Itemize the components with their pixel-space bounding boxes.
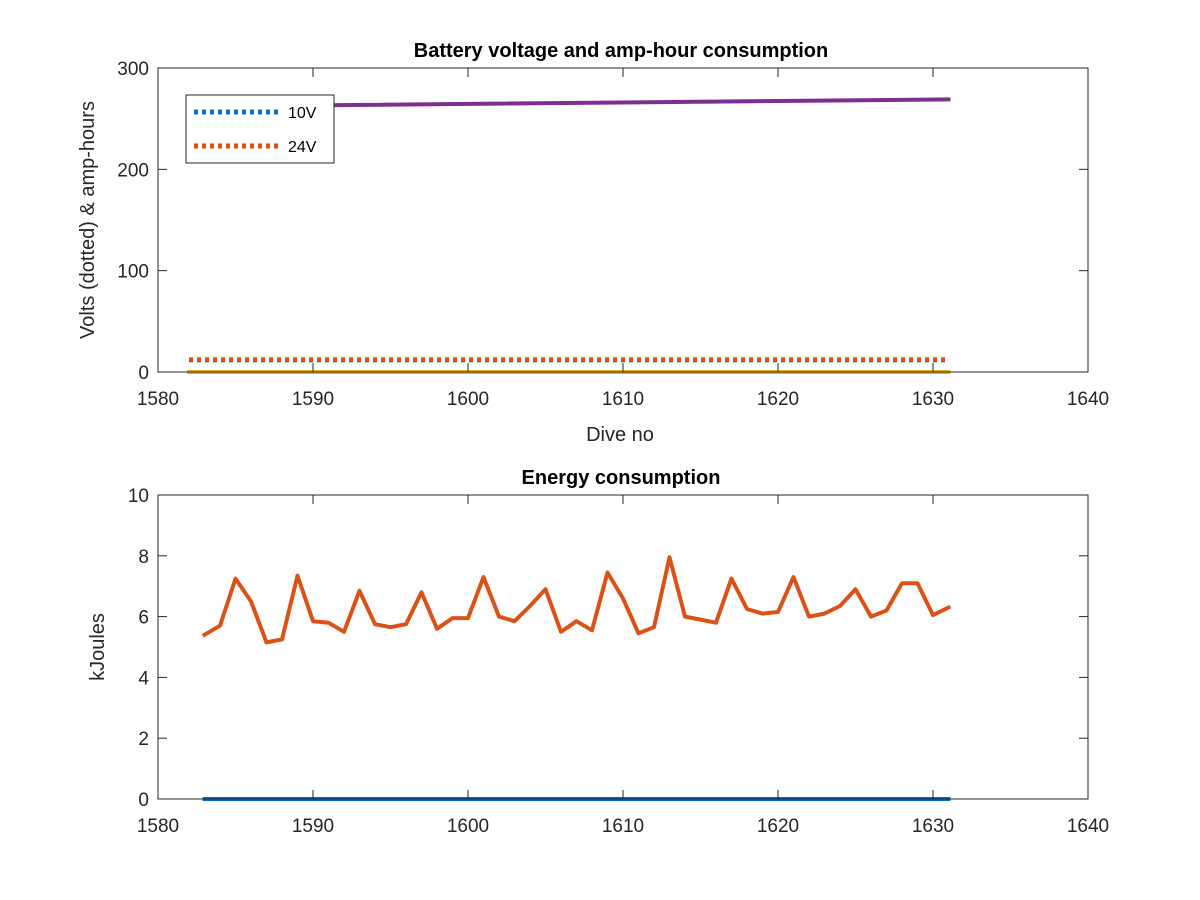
- energy-y-tick-label: 4: [138, 668, 149, 689]
- energy-series-line-1: [201, 555, 952, 645]
- energy-y-tick-label: 8: [138, 547, 149, 568]
- energy-x-tick-label: 1610: [602, 816, 644, 837]
- voltage-x-axis-label: Dive no: [586, 424, 654, 446]
- energy-x-tick-label: 1630: [912, 816, 954, 837]
- voltage-y-tick-label: 100: [117, 262, 149, 283]
- energy-y-tick-label: 0: [138, 790, 149, 811]
- voltage-x-tick-label: 1600: [447, 389, 489, 410]
- energy-x-tick-label: 1600: [447, 816, 489, 837]
- voltage-x-tick-label: 1630: [912, 389, 954, 410]
- voltage-y-axis-label: Volts (dotted) & amp-hours: [77, 101, 99, 339]
- voltage-y-tick-label: 200: [117, 160, 149, 181]
- legend-label-10v: 10V: [288, 105, 317, 122]
- energy-y-tick-label: 6: [138, 608, 149, 629]
- legend-label-24v: 24V: [288, 139, 317, 156]
- voltage-y-tick-label: 0: [138, 363, 149, 384]
- voltage-subplot: 1580 1590 1600 1610 1620 1630 1640 0 100 200 300 B…: [77, 40, 1109, 446]
- voltage-ticks: 1580 1590 1600 1610 1620 1630 1640 0 100 200 300: [117, 59, 1109, 410]
- voltage-x-tick-label: 1590: [292, 389, 334, 410]
- legend-box: [185, 94, 335, 164]
- voltage-x-tick-label: 1610: [602, 389, 644, 410]
- energy-ticks: 1580 1590 1600 1610 1620 1630 1640 0 2 4 6 8 10: [128, 486, 1109, 837]
- voltage-x-tick-label: 1580: [137, 389, 179, 410]
- energy-chart-title: Energy consumption: [522, 467, 721, 489]
- energy-x-tick-label: 1640: [1067, 816, 1109, 837]
- voltage-x-tick-label: 1620: [757, 389, 799, 410]
- voltage-chart-title: Battery voltage and amp-hour consumption: [414, 40, 828, 62]
- voltage-legend: 10V 24V: [185, 94, 335, 164]
- energy-y-tick-label: 2: [138, 729, 149, 750]
- energy-subplot: 1580 1590 1600 1610 1620 1630 1640 0 2 4 6 8 10 Ener…: [87, 467, 1109, 837]
- energy-x-tick-label: 1580: [137, 816, 179, 837]
- voltage-y-tick-label: 300: [117, 59, 149, 80]
- energy-y-axis-label: kJoules: [87, 613, 109, 681]
- voltage-x-tick-label: 1640: [1067, 389, 1109, 410]
- energy-x-tick-label: 1620: [757, 816, 799, 837]
- energy-x-tick-label: 1590: [292, 816, 334, 837]
- energy-y-tick-label: 10: [128, 486, 149, 507]
